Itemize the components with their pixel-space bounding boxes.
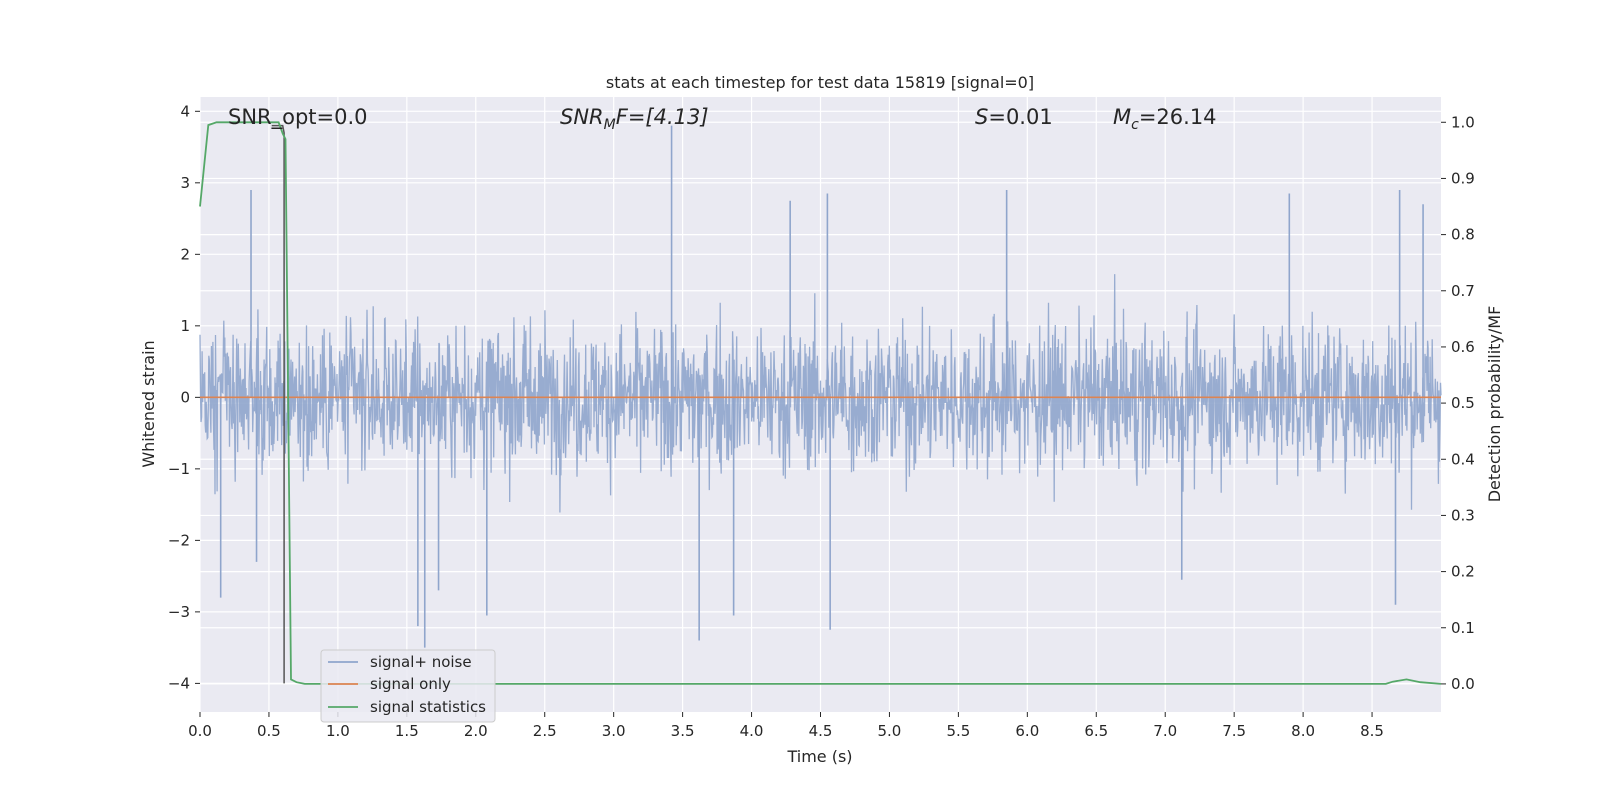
x-tick-label: 6.0 bbox=[1015, 722, 1039, 740]
y2-tick-label: 0.7 bbox=[1451, 282, 1475, 300]
y2-axis-label: Detection probability/MF bbox=[1485, 306, 1504, 503]
x-tick-label: 7.5 bbox=[1222, 722, 1246, 740]
legend-label-signal-statistics: signal statistics bbox=[370, 698, 486, 716]
y-tick-label: 4 bbox=[180, 102, 190, 120]
y2-tick-label: 0.3 bbox=[1451, 506, 1475, 524]
x-tick-label: 2.5 bbox=[533, 722, 557, 740]
x-tick-label: 8.5 bbox=[1360, 722, 1384, 740]
x-tick-label: 5.5 bbox=[946, 722, 970, 740]
annotation-mc: Mc=26.14 bbox=[1113, 105, 1217, 133]
x-axis-label: Time (s) bbox=[786, 747, 852, 766]
y-tick-label: −2 bbox=[168, 531, 190, 549]
y2-tick-label: 0.0 bbox=[1451, 675, 1475, 693]
x-tick-label: 6.5 bbox=[1084, 722, 1108, 740]
y2-tick-label: 0.8 bbox=[1451, 226, 1475, 244]
axis-ticks: 0.0 0.5 1.0 1.5 2.0 2.5 3.0 3.5 4.0 4.5 5.0 5.5 6.0 6… bbox=[168, 102, 1475, 740]
y-tick-label: −1 bbox=[168, 460, 190, 478]
x-tick-label: 3.5 bbox=[671, 722, 695, 740]
x-tick-label: 8.0 bbox=[1291, 722, 1315, 740]
y2-tick-label: 0.5 bbox=[1451, 394, 1475, 412]
y2-tick-label: 0.2 bbox=[1451, 563, 1475, 581]
x-tick-label: 2.0 bbox=[464, 722, 488, 740]
annotation-snr-opt: SNR_opt=0.0 bbox=[228, 105, 368, 130]
y-tick-label: 0 bbox=[180, 388, 190, 406]
annotation-snr-mf: SNRMF=[4.13] bbox=[560, 105, 709, 133]
series-layer bbox=[199, 121, 1442, 685]
x-tick-label: 0.5 bbox=[257, 722, 281, 740]
x-tick-label: 5.0 bbox=[878, 722, 902, 740]
y-tick-label: 3 bbox=[180, 174, 190, 192]
y-tick-label: −3 bbox=[168, 603, 190, 621]
y-tick-label: 2 bbox=[180, 245, 190, 263]
legend: signal+ noise signal only signal statist… bbox=[320, 649, 496, 723]
x-tick-label: 7.0 bbox=[1153, 722, 1177, 740]
y2-tick-label: 0.6 bbox=[1451, 338, 1475, 356]
chart-title: stats at each timestep for test data 158… bbox=[606, 73, 1034, 92]
x-tick-label: 1.0 bbox=[326, 722, 350, 740]
y-tick-label: 1 bbox=[180, 317, 190, 335]
x-tick-label: 4.0 bbox=[740, 722, 764, 740]
y2-tick-label: 1.0 bbox=[1451, 113, 1475, 131]
series-signal-statistics bbox=[199, 121, 1442, 685]
legend-label-signal-only: signal only bbox=[370, 675, 451, 693]
annotation-s: S=0.01 bbox=[975, 105, 1053, 129]
x-tick-label: 3.0 bbox=[602, 722, 626, 740]
series-marker-line bbox=[271, 124, 285, 684]
y-axis-label: Whitened strain bbox=[139, 340, 158, 467]
y2-tick-label: 0.9 bbox=[1451, 169, 1475, 187]
y-tick-label: −4 bbox=[168, 674, 190, 692]
x-tick-label: 1.5 bbox=[395, 722, 419, 740]
x-tick-label: 4.5 bbox=[809, 722, 833, 740]
x-tick-label: 0.0 bbox=[188, 722, 212, 740]
series-signal-noise bbox=[199, 274, 1442, 513]
legend-label-signal-noise: signal+ noise bbox=[370, 653, 472, 671]
y2-tick-label: 0.4 bbox=[1451, 450, 1475, 468]
y2-tick-label: 0.1 bbox=[1451, 619, 1475, 637]
legend-box bbox=[320, 649, 496, 723]
